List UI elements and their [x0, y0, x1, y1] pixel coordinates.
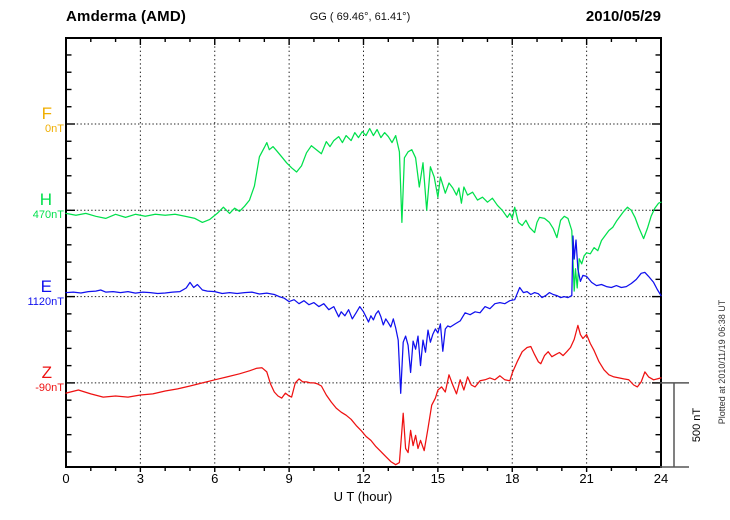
- component-baseline-H: 470nT: [32, 209, 64, 221]
- station-title: Amderma (AMD): [66, 8, 187, 25]
- component-letter-F: F: [41, 104, 52, 123]
- x-tick-label: 3: [136, 471, 144, 486]
- component-label-H: H 470nT: [0, 191, 64, 222]
- component-letter-Z: Z: [41, 363, 52, 382]
- x-tick-label: 0: [62, 471, 70, 486]
- component-baseline-F: 0nT: [45, 123, 64, 135]
- component-label-Z: Z -90nT: [0, 364, 64, 395]
- x-tick-label: 18: [505, 471, 520, 486]
- component-label-E: E 1120nT: [0, 277, 65, 309]
- component-baseline-Z: -90nT: [35, 382, 64, 394]
- x-tick-label: 9: [285, 471, 293, 486]
- plot-date: 2010/05/29: [585, 8, 661, 25]
- component-letter-E: E: [40, 277, 52, 296]
- x-tick-label: 15: [430, 471, 446, 486]
- x-tick-label: 12: [356, 471, 371, 486]
- component-letter-H: H: [39, 190, 52, 209]
- component-baseline-E: 1120nT: [27, 296, 65, 308]
- component-label-F: F 0nT: [0, 105, 64, 136]
- x-tick-label: 24: [653, 471, 669, 486]
- station-coordinates: GG ( 69.46°, 61.41°): [309, 11, 411, 23]
- x-tick-label: 21: [579, 471, 594, 486]
- x-tick-label: 6: [211, 471, 219, 486]
- x-axis-label: U T (hour): [333, 489, 393, 504]
